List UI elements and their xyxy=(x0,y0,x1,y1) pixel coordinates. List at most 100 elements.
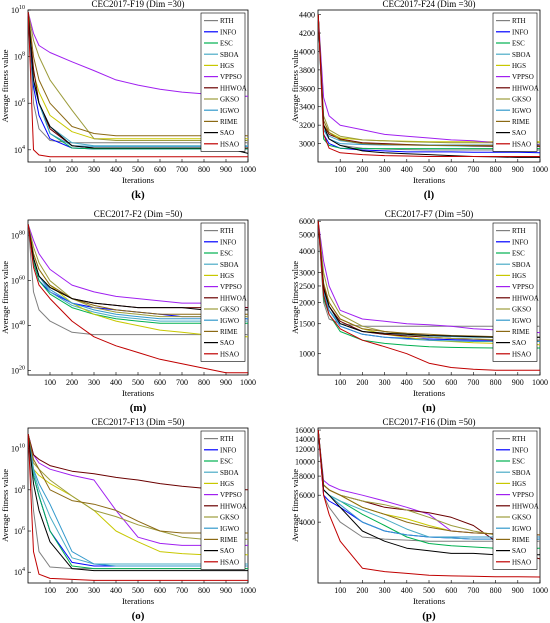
y-tick-label: 108 xyxy=(14,52,25,62)
x-tick-label: 300 xyxy=(379,586,391,595)
y-tick-exponent: 80 xyxy=(19,231,25,237)
legend-entry: HSAO xyxy=(220,350,239,358)
x-tick-label: 900 xyxy=(220,165,232,174)
y-tick-label: 3400 xyxy=(299,103,315,112)
x-tick-label: 100 xyxy=(44,165,56,174)
x-tick-label: 700 xyxy=(467,165,479,174)
legend-entry: RIME xyxy=(220,328,238,336)
panel-letter: (m) xyxy=(130,402,147,414)
legend-entry: VPPSO xyxy=(220,73,242,81)
series-line-hsao xyxy=(317,14,540,157)
legend-entry: HGS xyxy=(512,272,526,280)
chart-title: CEC2017-F19 (Dim =30) xyxy=(91,0,184,9)
x-tick-label: 400 xyxy=(110,586,122,595)
legend-entry: GKSO xyxy=(512,514,531,522)
y-tick-exponent: 20 xyxy=(19,366,25,372)
legend-entry: INFO xyxy=(512,28,528,36)
x-axis-label: Iterations xyxy=(122,388,154,398)
y-tick-label: 104 xyxy=(14,567,25,577)
x-tick-label: 700 xyxy=(467,586,479,595)
x-tick-label: 100 xyxy=(334,378,346,387)
legend-entry: HGS xyxy=(512,480,526,488)
y-tick-label: 106 xyxy=(14,98,25,108)
legend-entry: SAO xyxy=(220,339,234,347)
legend-entry: HGS xyxy=(512,62,526,70)
y-tick-label: 14000 xyxy=(295,435,315,444)
x-tick-label: 500 xyxy=(132,165,144,174)
y-tick-label: 3000 xyxy=(299,268,315,277)
x-tick-label: 500 xyxy=(423,378,435,387)
legend-entry: IGWO xyxy=(512,525,531,533)
y-tick-exponent: 8 xyxy=(22,485,25,491)
y-tick-base: 10 xyxy=(11,322,19,331)
x-tick-label: 800 xyxy=(490,586,502,595)
y-tick-exponent: 60 xyxy=(19,276,25,282)
legend: RTH INFO ESC SBOA HGS VPPSO HHWOA GKSO IGWO RIME S… xyxy=(492,222,539,362)
legend-entry: VPPSO xyxy=(220,283,242,291)
x-axis-label: Iterations xyxy=(413,175,445,185)
legend-box xyxy=(492,12,538,152)
chart-title: CEC2017-F2 (Dim =50) xyxy=(94,209,183,219)
panel-letter: (k) xyxy=(131,189,145,201)
legend-entry: GKSO xyxy=(220,96,239,104)
y-tick-base: 10 xyxy=(14,99,22,108)
y-tick-label: 3200 xyxy=(299,121,315,130)
y-tick-base: 10 xyxy=(11,277,19,286)
legend-entry: GKSO xyxy=(220,514,239,522)
legend-entry: ESC xyxy=(220,40,233,48)
y-tick-base: 10 xyxy=(11,367,19,376)
x-tick-label: 800 xyxy=(490,378,502,387)
legend-entry: RIME xyxy=(512,536,530,544)
legend-entry: HHWOA xyxy=(512,294,539,302)
x-tick-label: 1000 xyxy=(532,586,548,595)
x-axis-label: Iterations xyxy=(413,388,445,398)
legend-entry: ESC xyxy=(512,458,525,466)
legend-entry: SBOA xyxy=(220,51,239,59)
y-tick-label: 10000 xyxy=(295,457,315,466)
y-tick-exponent: 6 xyxy=(22,526,25,532)
y-tick-label: 1060 xyxy=(11,276,25,286)
x-tick-label: 100 xyxy=(44,378,56,387)
legend-entry: SAO xyxy=(220,547,234,555)
y-tick-label: 4400 xyxy=(299,11,315,20)
x-tick-label: 1000 xyxy=(240,165,256,174)
legend-entry: GKSO xyxy=(220,306,239,314)
legend: RTH INFO ESC SBOA HGS VPPSO HHWOA GKSO IGWO RIME S… xyxy=(492,430,539,570)
series-line-hsao xyxy=(27,434,248,581)
x-axis-label: Iterations xyxy=(122,596,154,606)
y-tick-label: 4000 xyxy=(299,47,315,56)
legend-entry: IGWO xyxy=(220,317,239,325)
x-axis-label: Iterations xyxy=(413,596,445,606)
legend-entry: HHWOA xyxy=(512,84,539,92)
x-tick-label: 600 xyxy=(154,165,166,174)
legend-entry: RTH xyxy=(512,227,526,235)
legend-entry: HHWOA xyxy=(220,294,247,302)
chart-l: CEC2017-F24 (Dim =30) 100 200 300 400 500 600 7… xyxy=(290,0,548,201)
y-axis-label: Average fitness value xyxy=(290,49,300,122)
legend-entry: RTH xyxy=(220,17,234,25)
y-tick-label: 1010 xyxy=(11,5,25,15)
panel-letter: (n) xyxy=(422,402,436,414)
x-tick-label: 200 xyxy=(66,165,78,174)
legend-entry: INFO xyxy=(512,446,528,454)
legend-entry: HSAO xyxy=(220,140,239,148)
x-tick-label: 400 xyxy=(110,165,122,174)
x-tick-label: 600 xyxy=(154,378,166,387)
legend-entry: RTH xyxy=(512,17,526,25)
legend-entry: SBOA xyxy=(512,51,531,59)
y-tick-exponent: 6 xyxy=(22,98,25,104)
x-tick-label: 300 xyxy=(88,586,100,595)
legend-box xyxy=(200,222,246,362)
legend-entry: HGS xyxy=(220,272,234,280)
x-tick-label: 800 xyxy=(198,378,210,387)
y-tick-label: 2000 xyxy=(299,298,315,307)
x-tick-label: 600 xyxy=(445,586,457,595)
legend-entry: RIME xyxy=(512,328,530,336)
y-tick-exponent: 8 xyxy=(22,52,25,58)
y-tick-base: 10 xyxy=(14,53,22,62)
x-tick-label: 500 xyxy=(132,586,144,595)
legend-entry: IGWO xyxy=(512,317,531,325)
legend-entry: HGS xyxy=(220,480,234,488)
legend-entry: RTH xyxy=(220,435,234,443)
x-tick-label: 300 xyxy=(88,165,100,174)
